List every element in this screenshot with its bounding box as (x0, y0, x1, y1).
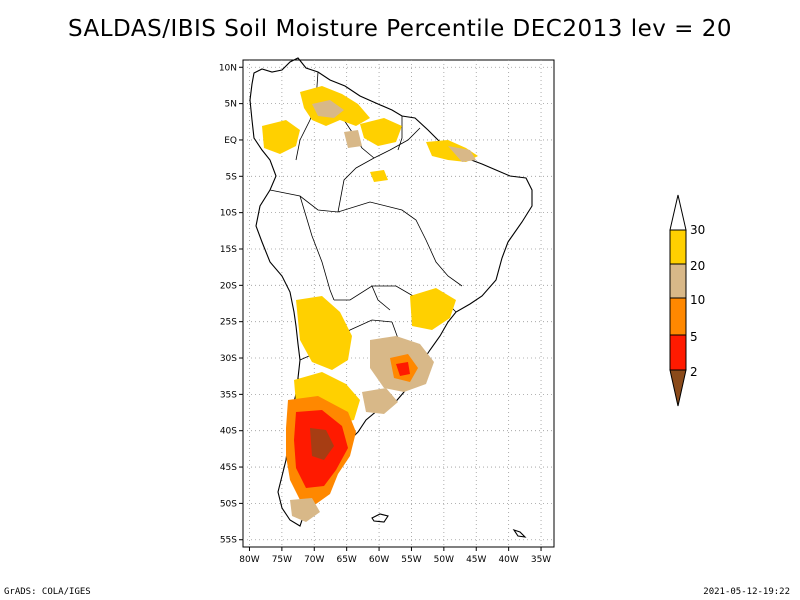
footer-credit: GrADS: COLA/IGES (4, 587, 91, 597)
lon-tick-label: 60W (369, 555, 389, 565)
lat-tick-label: 40S (220, 427, 237, 437)
lat-tick-label: 50S (220, 499, 237, 509)
lat-tick-label: 20S (220, 281, 237, 291)
lat-tick-label: 45S (220, 463, 237, 473)
lon-tick-label: 50W (434, 555, 454, 565)
patch-patagonia-brown (310, 428, 334, 460)
lon-tick-label: 55W (401, 555, 421, 565)
lat-tick-label: 35S (220, 390, 237, 400)
map-title: SALDAS/IBIS Soil Moisture Percentile DEC… (67, 16, 733, 42)
patch-colombia (262, 120, 300, 154)
patch-amazon-small (370, 170, 388, 182)
patch-guianas (360, 118, 402, 146)
lat-tick-label: 25S (220, 318, 237, 328)
legend-below-2 (669, 369, 687, 407)
longitude-ticks: 80W 75W 70W 65W 60W 55W 50W 45W 40W 35W (239, 547, 551, 565)
legend-2-5 (669, 334, 687, 371)
patch-buenos-aires (362, 388, 398, 414)
legend-above-30 (669, 194, 687, 231)
patch-south-brazil (410, 288, 456, 330)
patch-venezuela-core (312, 100, 344, 118)
legend-label-20: 20 (690, 259, 705, 273)
patch-argentina-north (296, 296, 352, 370)
legend-label-2: 2 (690, 365, 698, 379)
legend-5-10 (669, 297, 687, 336)
lat-tick-label: 55S (220, 536, 237, 546)
patch-north-coast-core (448, 146, 476, 162)
lat-tick-label: 10N (219, 63, 237, 73)
legend-label-5: 5 (690, 330, 698, 344)
lon-tick-label: 40W (498, 555, 518, 565)
legend-label-30: 30 (690, 223, 705, 237)
lon-tick-label: 45W (466, 555, 486, 565)
lat-tick-label: 5N (225, 100, 237, 110)
lon-tick-label: 70W (304, 555, 324, 565)
patch-uruguay-red (396, 362, 410, 376)
lon-tick-label: 35W (531, 555, 551, 565)
latitude-ticks: 10N 5N EQ 5S 10S 15S 20S 25S 30S 35S 40S 45S 50S 55S (219, 63, 243, 546)
soil-moisture-patches (262, 86, 478, 522)
legend-10-20 (669, 263, 687, 299)
footer-timestamp: 2021-05-12-19:22 (703, 587, 790, 597)
lat-tick-label: 5S (226, 172, 238, 182)
lat-tick-label: 10S (220, 209, 237, 219)
lon-tick-label: 75W (272, 555, 292, 565)
color-legend: 30 20 10 5 2 (669, 194, 705, 407)
lon-tick-label: 65W (336, 555, 356, 565)
lat-tick-label: EQ (224, 136, 237, 146)
legend-label-10: 10 (690, 293, 705, 307)
lat-tick-label: 30S (220, 354, 237, 364)
lon-tick-label: 80W (239, 555, 259, 565)
legend-20-30 (669, 229, 687, 265)
lat-tick-label: 15S (220, 245, 237, 255)
patch-south-tip (290, 498, 320, 522)
patch-guianas-brown (344, 130, 362, 148)
